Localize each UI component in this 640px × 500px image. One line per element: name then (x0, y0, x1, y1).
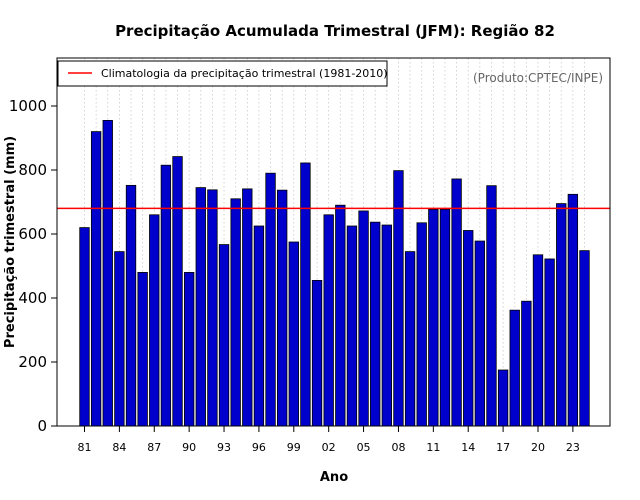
bar-20 (532, 254, 544, 427)
bar-06 (370, 221, 381, 427)
bar-23 (567, 193, 579, 427)
x-tick-label: 81 (78, 441, 92, 454)
bar-17 (497, 369, 509, 427)
bar-86 (137, 271, 148, 427)
bar-97 (265, 172, 276, 427)
x-tick-label: 02 (322, 441, 336, 454)
x-tick-label: 14 (461, 441, 475, 454)
legend: Climatologia da precipitação trimestral … (57, 60, 388, 87)
x-tick-label: 08 (391, 441, 405, 454)
bar-85 (125, 184, 137, 427)
x-tick-label: 84 (112, 441, 126, 454)
x-tick-label: 05 (357, 441, 371, 454)
bar-03 (335, 204, 346, 427)
bar-91 (195, 187, 206, 427)
bar-99 (288, 241, 299, 427)
bar-01 (311, 279, 323, 427)
bars (79, 120, 590, 427)
x-tick-label: 11 (426, 441, 440, 454)
y-tick-label: 1000 (9, 97, 47, 115)
bar-16 (486, 185, 497, 427)
bar-05 (358, 210, 369, 427)
bar-83 (102, 120, 113, 427)
x-axis-label: Ano (320, 470, 348, 485)
x-tick-label: 20 (531, 441, 545, 454)
y-tick-label: 200 (18, 353, 47, 371)
bar-93 (218, 244, 230, 427)
y-tick-label: 600 (18, 225, 47, 243)
grid-lines (84, 58, 585, 426)
bar-89 (172, 156, 183, 427)
legend-box (57, 60, 388, 87)
bar-18 (509, 309, 520, 427)
bar-96 (253, 225, 265, 427)
x-tick-label: 99 (287, 441, 301, 454)
x-axis: 81 84 87 90 93 96 99 02 05 08 11 14 17 20 23 (78, 426, 580, 454)
y-tick-label: 800 (18, 161, 47, 179)
legend-label: Climatologia da precipitação trimestral … (101, 67, 388, 80)
bar-84 (114, 251, 125, 427)
bar-12 (439, 208, 451, 427)
y-axis: 0 200 400 600 800 1000 (9, 97, 57, 435)
bar-00 (300, 162, 311, 427)
bar-82 (90, 131, 102, 427)
bar-10 (416, 222, 427, 427)
x-tick-label: 23 (566, 441, 580, 454)
x-tick-label: 17 (496, 441, 510, 454)
bar-87 (149, 214, 160, 427)
y-axis-label: Precipitação trimestral (mm) (3, 136, 18, 348)
bar-92 (207, 189, 218, 427)
bar-81 (79, 227, 90, 427)
x-tick-label: 96 (252, 441, 266, 454)
bar-88 (160, 164, 172, 427)
bar-02 (323, 214, 334, 427)
bar-14 (463, 230, 474, 427)
bar-15 (474, 240, 486, 427)
x-tick-label: 87 (147, 441, 161, 454)
chart-title: Precipitação Acumulada Trimestral (JFM):… (115, 22, 555, 40)
bar-21 (544, 258, 555, 427)
bar-19 (521, 300, 532, 427)
bar-90 (183, 271, 195, 427)
bar-13 (451, 178, 462, 427)
bar-22 (556, 203, 567, 427)
x-tick-label: 93 (217, 441, 231, 454)
bar-94 (230, 198, 241, 427)
credit-text: (Produto:CPTEC/INPE) (473, 71, 603, 85)
y-tick-label: 0 (37, 417, 47, 435)
x-tick-label: 90 (182, 441, 196, 454)
bar-95 (242, 188, 253, 427)
bar-09 (404, 251, 416, 427)
bar-24 (579, 250, 590, 427)
bar-98 (277, 189, 288, 427)
y-tick-label: 400 (18, 289, 47, 307)
plot-frame (56, 57, 611, 427)
bar-11 (428, 208, 439, 427)
bar-07 (381, 224, 392, 427)
bar-04 (346, 225, 358, 427)
